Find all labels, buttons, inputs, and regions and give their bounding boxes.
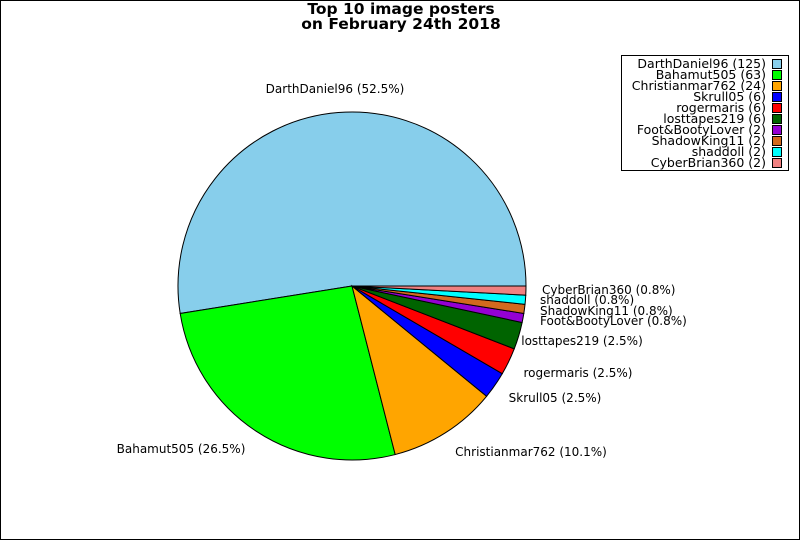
legend-swatch — [772, 103, 782, 113]
legend-item: Bahamut505 (63) — [622, 67, 788, 82]
pie-slice-cyberbrian360 — [351, 285, 527, 296]
legend-swatch — [772, 125, 782, 135]
legend-label: Skrull05 (6) — [693, 89, 766, 104]
legend-item: shaddoll (2) — [622, 144, 788, 159]
slice-label-rogermaris: rogermaris (2.5%) — [524, 366, 633, 380]
legend-item: Skrull05 (6) — [622, 89, 788, 104]
slice-label-bahamut505: Bahamut505 (26.5%) — [117, 442, 246, 456]
chart-title: Top 10 image posters on February 24th 20… — [1, 0, 799, 33]
legend-swatch — [772, 136, 782, 146]
slice-label-christianmar762: Christianmar762 (10.1%) — [455, 445, 607, 459]
slice-label-darthdaniel96: DarthDaniel96 (52.5%) — [266, 82, 405, 96]
slice-label-shadowking11: ShadowKing11 (0.8%) — [540, 304, 673, 318]
pie-slice-bahamut505 — [179, 285, 396, 461]
legend-swatch — [772, 81, 782, 91]
pie-slices — [177, 111, 527, 461]
slice-label-losttapes219: losttapes219 (2.5%) — [521, 334, 643, 348]
legend-item: Christianmar762 (24) — [622, 78, 788, 93]
legend-item: Foot&BootyLover (2) — [622, 122, 788, 137]
pie-labels: DarthDaniel96 (52.5%) Bahamut505 (26.5%) C… — [117, 82, 687, 459]
legend-label: Christianmar762 (24) — [631, 78, 766, 93]
legend-item: ShadowKing11 (2) — [622, 133, 788, 148]
legend-swatch — [772, 70, 782, 80]
legend-label: Bahamut505 (63) — [655, 67, 766, 82]
legend-label: Foot&BootyLover (2) — [636, 122, 766, 137]
legend-label: rogermaris (6) — [676, 100, 766, 115]
legend-item: losttapes219 (6) — [622, 111, 788, 126]
legend-label: shaddoll (2) — [691, 144, 766, 159]
chart-title-line-2: on February 24th 2018 — [301, 15, 501, 33]
slice-label-foot-bootylover: Foot&BootyLover (0.8%) — [540, 314, 687, 328]
chart-title-line-1: Top 10 image posters — [307, 0, 495, 18]
legend-swatch — [772, 114, 782, 124]
pie-slice-christianmar762 — [351, 284, 488, 456]
legend-label: DarthDaniel96 (125) — [637, 56, 766, 71]
slice-label-skrull05: Skrull05 (2.5%) — [509, 391, 602, 405]
legend-swatch — [772, 158, 782, 168]
legend-swatch — [772, 59, 782, 69]
pie-slice-darthdaniel96 — [177, 111, 527, 315]
legend-item: CyberBrian360 (2) — [622, 155, 788, 170]
legend-item: DarthDaniel96 (125) — [622, 56, 788, 71]
legend-item: rogermaris (6) — [622, 100, 788, 115]
legend-swatch — [772, 92, 782, 102]
legend-swatch — [772, 147, 782, 157]
legend-label: CyberBrian360 (2) — [650, 155, 766, 170]
slice-label-cyberbrian360: CyberBrian360 (0.8%) — [542, 283, 675, 297]
legend-label: ShadowKing11 (2) — [651, 133, 766, 148]
slice-label-shaddoll: shaddoll (0.8%) — [540, 293, 634, 307]
legend: DarthDaniel96 (125) Bahamut505 (63) Christ… — [621, 55, 789, 171]
legend-label: losttapes219 (6) — [663, 111, 766, 126]
